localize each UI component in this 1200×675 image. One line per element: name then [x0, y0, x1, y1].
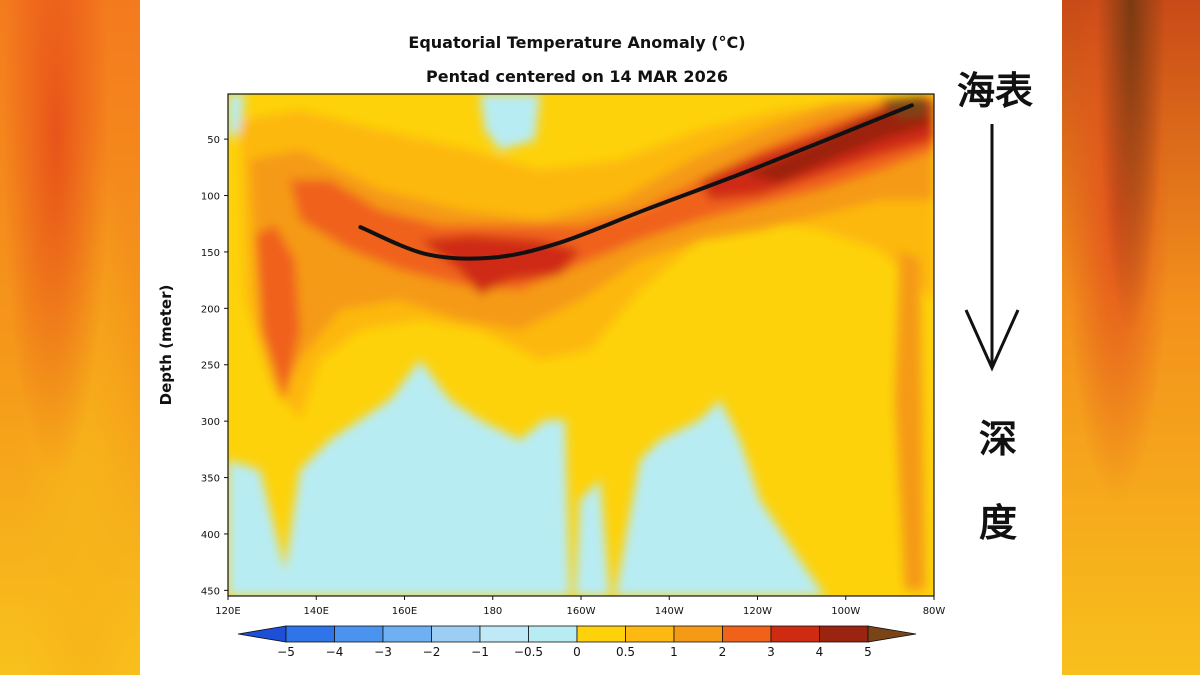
colorbar-segment — [479, 625, 529, 643]
y-tick-label: 200 — [201, 304, 220, 315]
y-tick-label: 350 — [201, 474, 220, 485]
y-tick-label: 250 — [201, 361, 220, 372]
colorbar-extend-high — [867, 625, 917, 643]
x-tick-label: 80W — [923, 606, 946, 617]
colorbar-label: −2 — [423, 645, 441, 659]
colorbar-extend-low — [237, 625, 287, 643]
surface-label: 海表 — [957, 69, 1033, 113]
colorbar-label: −4 — [326, 645, 344, 659]
colorbar-label: −1 — [471, 645, 489, 659]
y-tick-label: 400 — [201, 530, 220, 541]
y-tick-label: 50 — [207, 135, 220, 146]
down-arrow-icon — [964, 124, 1020, 372]
background-left — [0, 0, 140, 675]
x-axis: 120E 140E 160E 180 160W 140W 120W 100W 80W — [215, 596, 945, 617]
colorbar-label: 2 — [719, 645, 727, 659]
y-tick-label: 450 — [201, 586, 220, 597]
colorbar-segment — [382, 625, 432, 643]
x-tick-label: 100W — [831, 606, 860, 617]
depth-label-1: 深 — [979, 417, 1017, 461]
x-tick-label: 140W — [655, 606, 684, 617]
depth-label-2: 度 — [979, 501, 1017, 545]
colorbar-label: 1 — [670, 645, 678, 659]
colorbar-segment — [722, 625, 772, 643]
colorbar-segment — [285, 625, 335, 643]
x-tick-label: 140E — [304, 606, 329, 617]
colorbar-label: −3 — [374, 645, 392, 659]
colorbar-label: −0.5 — [514, 645, 543, 659]
y-axis: 50 100 150 200 250 300 350 400 450 — [201, 135, 228, 597]
colorbar-label: −5 — [277, 645, 295, 659]
colorbar-segment — [673, 625, 723, 643]
thermocline-curve — [358, 103, 914, 261]
colorbar-label: 0.5 — [616, 645, 635, 659]
background-right — [1062, 0, 1200, 675]
colorbar-segment — [770, 625, 820, 643]
y-tick-label: 300 — [201, 417, 220, 428]
y-tick-label: 100 — [201, 192, 220, 203]
colorbar-label: 0 — [573, 645, 581, 659]
chart-subtitle: Pentad centered on 14 MAR 2026 — [426, 67, 728, 86]
x-tick-label: 160E — [392, 606, 417, 617]
colorbar-segment — [431, 625, 481, 643]
colorbar-label: 4 — [816, 645, 824, 659]
chart-title: Equatorial Temperature Anomaly (°C) — [408, 33, 745, 52]
x-tick-label: 180 — [483, 606, 502, 617]
y-tick-label: 150 — [201, 248, 220, 259]
x-tick-label: 160W — [567, 606, 596, 617]
x-tick-label: 120W — [743, 606, 772, 617]
colorbar-segment — [625, 625, 675, 643]
colorbar-label: 3 — [767, 645, 775, 659]
colorbar-segment — [576, 625, 626, 643]
colorbar: −5 −4 −3 −2 −1 −0.5 0 0.5 1 2 3 4 5 — [237, 625, 917, 659]
colorbar-segment — [528, 625, 578, 643]
colorbar-segment — [334, 625, 384, 643]
y-axis-label: Depth (meter) — [157, 285, 175, 406]
heatmap-field — [228, 94, 934, 596]
colorbar-label: 5 — [864, 645, 872, 659]
colorbar-segment — [819, 625, 869, 643]
x-tick-label: 120E — [215, 606, 240, 617]
